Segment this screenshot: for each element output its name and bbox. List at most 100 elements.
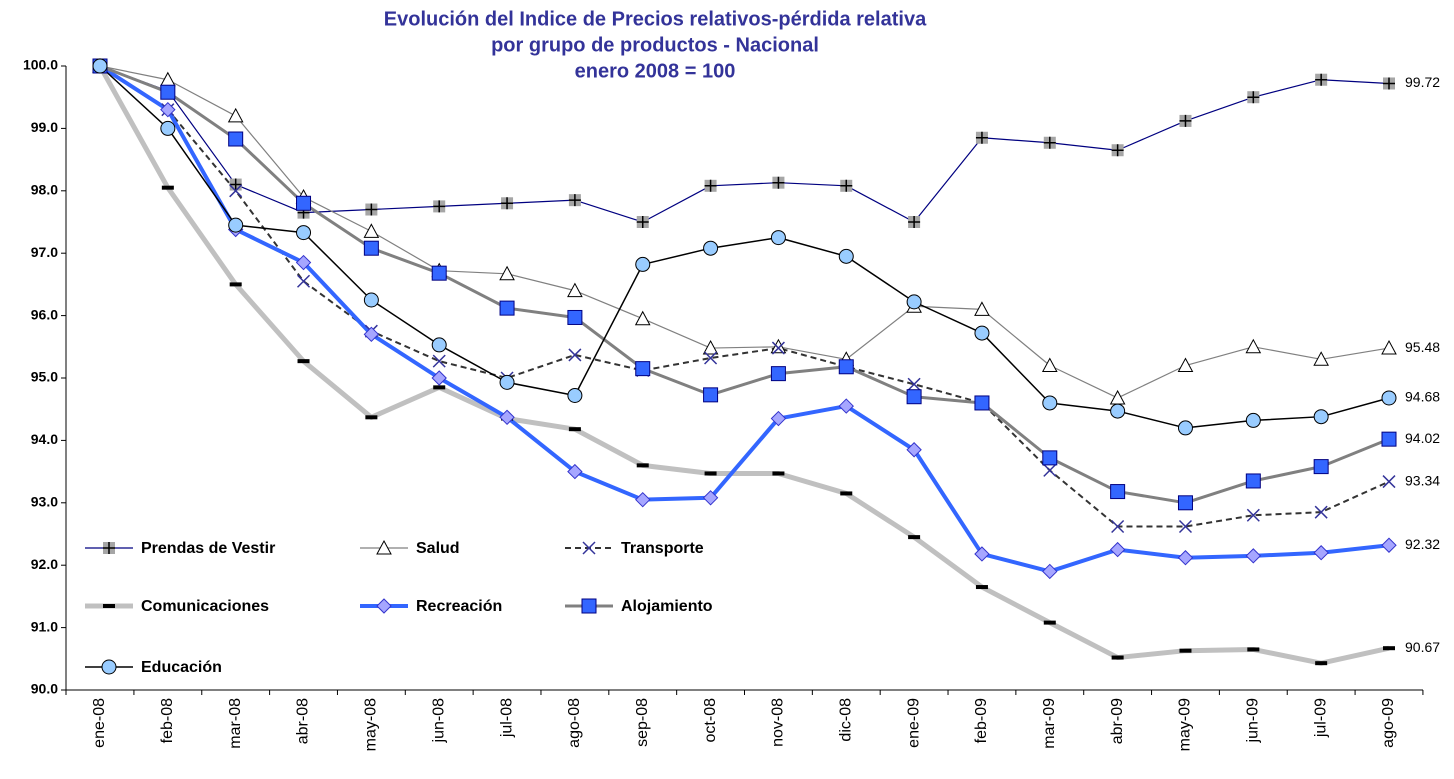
x-tick-label: dic-08 [837,698,854,742]
marker [702,490,719,506]
marker [1043,620,1056,625]
marker-part [975,585,988,590]
marker-part [499,265,515,281]
marker-part [103,604,115,608]
marker-part [365,203,378,216]
marker-part [567,387,583,403]
marker [567,463,583,480]
marker-part [635,256,651,272]
marker [296,195,312,211]
marker-part [363,292,379,308]
marker [634,310,651,326]
legend-label: Recreación [416,598,502,615]
marker [1315,661,1328,666]
marker [363,326,380,343]
y-tick-label: 91.0 [31,618,58,634]
marker [376,539,392,555]
marker-part [1383,646,1395,651]
marker-part [906,294,922,310]
marker-part [770,366,786,382]
marker-part [1043,463,1057,477]
marker-part [974,325,990,341]
marker [567,282,583,298]
marker-part [908,535,921,540]
marker-part [840,179,853,192]
marker [770,410,787,427]
marker-part [433,385,446,390]
marker-part [634,310,651,326]
marker-part [770,410,787,427]
marker-part [160,84,176,100]
marker-part [296,274,311,288]
x-tick-label: mar-09 [1041,698,1058,749]
marker-part [160,120,176,136]
marker [974,546,990,562]
marker-part [376,539,392,555]
marker [501,197,514,210]
marker-part [703,240,719,256]
marker [704,471,717,476]
marker [974,301,990,316]
marker-part [567,463,583,480]
marker-part [702,490,719,506]
data-label: 94.02 [1405,430,1440,446]
marker [1041,357,1058,373]
marker-part [838,398,854,414]
marker-part [704,471,717,476]
marker [582,541,596,555]
marker-part [1381,431,1397,447]
marker-part [1177,550,1194,566]
marker [906,294,922,310]
marker-part [568,427,581,432]
marker-part [1313,459,1329,475]
marker [101,659,117,675]
marker-part [1178,519,1193,534]
marker-part [1245,548,1262,564]
marker-part [1381,390,1397,406]
x-tick-label: mar-08 [227,698,244,749]
marker-part [1042,450,1058,466]
marker [499,409,515,426]
marker [365,203,378,216]
marker-part [1381,339,1397,355]
marker [907,377,921,391]
marker-part [92,58,108,74]
marker [296,225,312,241]
y-tick-label: 99.0 [31,119,58,135]
marker [1245,412,1261,428]
legend-label: Salud [416,540,460,557]
marker [1381,390,1397,406]
marker [906,389,922,405]
marker-part [772,176,785,189]
chart-title: Evolución del Indice de Precios relativo… [384,8,927,30]
marker [636,463,649,468]
marker [432,354,446,368]
marker [103,542,115,554]
marker-part [431,370,447,386]
marker-part [499,300,515,316]
marker-part [770,230,786,246]
marker [1042,395,1058,411]
marker [581,598,597,614]
marker [1177,495,1193,511]
marker [1111,519,1125,534]
marker-part [432,354,446,368]
marker [1177,357,1194,373]
marker-part [1313,351,1329,366]
y-tick-label: 98.0 [31,182,58,198]
x-tick-label: ago-09 [1380,698,1397,748]
marker-part [1383,77,1395,90]
series-line [99,64,1390,505]
x-tick-label: feb-09 [973,698,990,743]
marker-part [376,598,392,614]
marker-part [295,254,312,271]
marker-part [1314,505,1328,519]
marker [1246,508,1260,522]
marker-part [636,216,649,228]
marker [703,240,719,256]
marker-part [1315,73,1328,86]
marker [1245,548,1262,564]
marker-part [1111,655,1124,660]
marker-part [1110,403,1126,419]
marker [363,292,379,308]
